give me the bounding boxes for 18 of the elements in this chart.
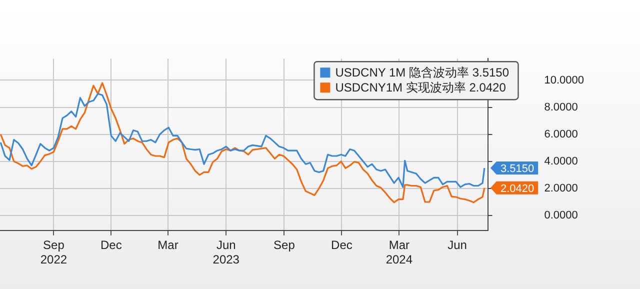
annotation: 3.5150 xyxy=(500,163,534,175)
y-tick-label: 10.0000 xyxy=(544,74,584,86)
x-tick-label: Sep 2022 xyxy=(40,238,68,266)
x-tick-label: Mar 2024 xyxy=(386,238,413,266)
y-tick-label: 6.0000 xyxy=(544,128,578,140)
y-tick-label: 0.0000 xyxy=(544,210,578,222)
y-tick-label: 2.0000 xyxy=(544,182,578,194)
y-tick-label: 8.0000 xyxy=(544,101,578,114)
legend-label: USDCNY1M 实现波动率 2.0420 xyxy=(335,80,506,94)
x-tick-label: Jun xyxy=(448,238,467,252)
y-tick-label: 4.0000 xyxy=(544,155,578,168)
x-tick-label: Dec xyxy=(100,238,122,252)
x-tick-label: Dec xyxy=(331,238,352,252)
annotation: 2.0420 xyxy=(500,182,534,195)
x-tick-label: Sep xyxy=(274,238,296,252)
x-tick-label: Jun 2023 xyxy=(212,238,240,266)
legend-label: USDCNY 1M 隐含波动率 3.5150 xyxy=(335,65,510,80)
x-tick-label: Mar xyxy=(158,238,178,252)
